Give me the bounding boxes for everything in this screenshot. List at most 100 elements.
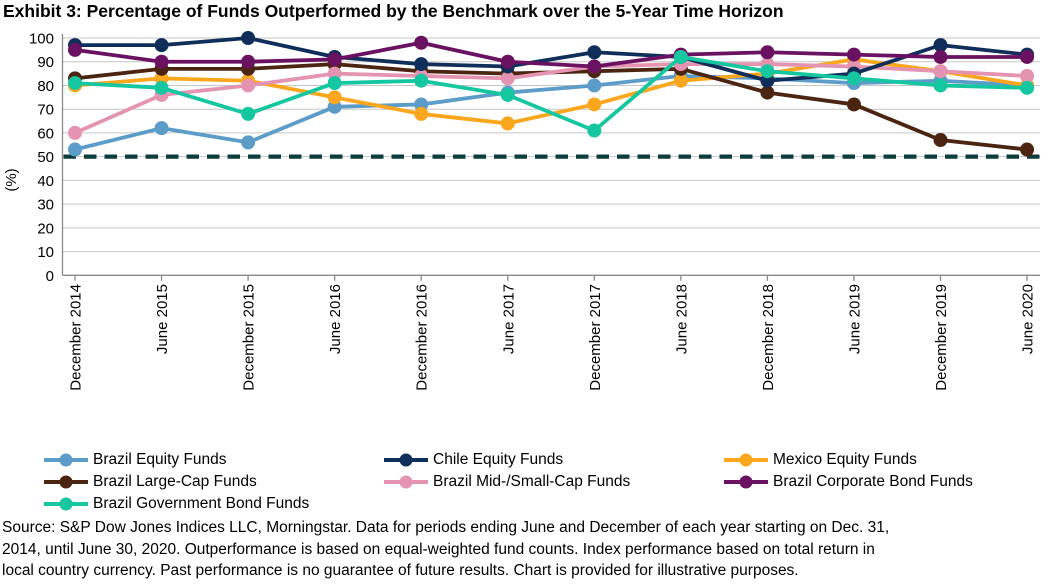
- data-point-brazil-government-bond-funds: [154, 80, 169, 95]
- data-point-brazil-corporate-bond-funds: [760, 45, 775, 60]
- data-point-brazil-government-bond-funds: [846, 71, 861, 86]
- series-line-brazil-government-bond-funds: [73, 55, 1029, 133]
- data-point-brazil-government-bond-funds: [673, 49, 688, 64]
- series-line-chile-equity-funds: [73, 36, 1029, 83]
- y-axis-tick-label: 100: [29, 31, 54, 48]
- y-axis-tick-label: 60: [37, 125, 54, 142]
- data-point-brazil-corporate-bond-funds: [241, 54, 256, 69]
- data-point-brazil-large-cap-funds: [846, 97, 861, 112]
- legend-label: Brazil Mid-/Small-Cap Funds: [433, 473, 631, 490]
- legend-item-mexico-equity-funds: Mexico Equity Funds: [722, 452, 1047, 468]
- legend-item-brazil-large-cap-funds: Brazil Large-Cap Funds: [42, 474, 382, 490]
- data-point-brazil-government-bond-funds: [414, 73, 429, 88]
- y-axis-tick-label: 80: [37, 78, 54, 95]
- legend-item-brazil-government-bond-funds: Brazil Government Bond Funds: [42, 496, 382, 512]
- data-point-mexico-equity-funds: [673, 73, 688, 88]
- x-axis-tick-label: June 2020: [1020, 284, 1037, 354]
- data-point-brazil-government-bond-funds: [933, 78, 948, 93]
- legend-line-marker-icon: [44, 475, 88, 489]
- x-axis-tick-label: December 2018: [760, 284, 777, 391]
- x-axis-tick-label: December 2015: [241, 284, 258, 391]
- series-line-brazil-equity-funds: [73, 74, 1029, 152]
- legend-item-brazil-corporate-bond-funds: Brazil Corporate Bond Funds: [722, 474, 1047, 490]
- data-point-mexico-equity-funds: [327, 90, 342, 105]
- legend-label: Brazil Corporate Bond Funds: [773, 473, 973, 490]
- legend-label: Brazil Equity Funds: [93, 451, 227, 468]
- legend-line-marker-icon: [724, 453, 768, 467]
- chart-canvas: 0 10 20 30 40 50 60 70 80 90 100 (%) December 2014 Ju…: [3, 31, 1040, 391]
- data-point-mexico-equity-funds: [500, 116, 515, 131]
- x-axis-tick-label: December 2016: [414, 284, 431, 391]
- x-axis-tick-label: December 2019: [933, 284, 950, 391]
- data-point-chile-equity-funds: [241, 31, 256, 45]
- data-point-brazil-government-bond-funds: [241, 106, 256, 121]
- y-axis-tick-label: 50: [37, 149, 54, 166]
- legend-line-marker-icon: [44, 453, 88, 467]
- x-axis-tick-label: December 2017: [587, 284, 604, 391]
- data-point-brazil-equity-funds: [241, 135, 256, 150]
- source-line: local country currency. Past performance…: [2, 562, 799, 579]
- y-axis-tick-label: 90: [37, 54, 54, 71]
- legend-line-marker-icon: [384, 453, 428, 467]
- legend-item-chile-equity-funds: Chile Equity Funds: [382, 452, 722, 468]
- data-point-brazil-corporate-bond-funds: [846, 47, 861, 62]
- y-axis-tick-label: 40: [37, 173, 54, 190]
- legend-label: Brazil Government Bond Funds: [93, 495, 310, 512]
- legend-label: Brazil Large-Cap Funds: [93, 473, 257, 490]
- x-axis-tick-label: June 2015: [154, 284, 171, 354]
- data-point-brazil-government-bond-funds: [68, 76, 82, 91]
- data-point-brazil-corporate-bond-funds: [327, 52, 342, 67]
- legend-item-brazil-equity-funds: Brazil Equity Funds: [42, 452, 382, 468]
- data-point-chile-equity-funds: [154, 38, 169, 53]
- data-point-brazil-mid-small-cap-funds: [241, 78, 256, 93]
- series-line-brazil-mid-small-cap-funds: [73, 62, 1029, 135]
- series-line-brazil-corporate-bond-funds: [73, 40, 1029, 69]
- source-note: Source: S&P Dow Jones Indices LLC, Morni…: [2, 517, 1049, 582]
- data-point-mexico-equity-funds: [587, 97, 602, 112]
- data-point-brazil-equity-funds: [154, 121, 169, 136]
- data-point-brazil-government-bond-funds: [500, 87, 515, 102]
- data-point-brazil-government-bond-funds: [1020, 80, 1035, 95]
- legend-label: Mexico Equity Funds: [773, 451, 917, 468]
- data-point-brazil-equity-funds: [587, 78, 602, 93]
- data-point-chile-equity-funds: [587, 45, 602, 60]
- data-point-brazil-equity-funds: [68, 142, 82, 157]
- data-point-brazil-mid-small-cap-funds: [1020, 68, 1035, 83]
- legend-line-marker-icon: [724, 475, 768, 489]
- data-point-brazil-corporate-bond-funds: [68, 42, 82, 57]
- data-point-brazil-corporate-bond-funds: [500, 54, 515, 69]
- data-point-brazil-mid-small-cap-funds: [68, 125, 82, 140]
- source-line: Source: S&P Dow Jones Indices LLC, Morni…: [2, 519, 890, 536]
- data-point-brazil-government-bond-funds: [760, 64, 775, 79]
- data-point-brazil-government-bond-funds: [587, 123, 602, 138]
- legend-line-marker-icon: [384, 475, 428, 489]
- data-point-brazil-corporate-bond-funds: [1020, 49, 1035, 64]
- data-point-chile-equity-funds: [933, 38, 948, 53]
- data-point-chile-equity-funds: [414, 57, 429, 72]
- y-axis-tick-label: 20: [37, 220, 54, 237]
- x-axis-tick-label: June 2016: [327, 284, 344, 354]
- x-axis-tick-label: June 2019: [846, 284, 863, 354]
- data-point-brazil-mid-small-cap-funds: [933, 64, 948, 79]
- chart-legend: Brazil Equity Funds Chile Equity Funds Mex…: [42, 449, 1047, 515]
- y-axis-tick-label: 70: [37, 102, 54, 119]
- data-point-brazil-large-cap-funds: [933, 133, 948, 148]
- x-axis-tick-label: June 2018: [673, 284, 690, 354]
- legend-label: Chile Equity Funds: [433, 451, 564, 468]
- legend-item-brazil-mid-small-cap-funds: Brazil Mid-/Small-Cap Funds: [382, 474, 722, 490]
- data-point-brazil-large-cap-funds: [1020, 142, 1035, 157]
- data-point-brazil-corporate-bond-funds: [154, 54, 169, 69]
- legend-line-marker-icon: [44, 497, 88, 511]
- y-axis-tick-label: 10: [37, 244, 54, 261]
- data-point-brazil-large-cap-funds: [760, 85, 775, 100]
- source-line: 2014, until June 30, 2020. Outperformanc…: [2, 540, 875, 558]
- data-point-brazil-mid-small-cap-funds: [500, 71, 515, 86]
- x-axis-tick-label: June 2017: [500, 284, 517, 354]
- y-axis-tick-label: 0: [46, 268, 54, 285]
- data-point-brazil-government-bond-funds: [327, 76, 342, 91]
- chart-title: Exhibit 3: Percentage of Funds Outperfor…: [3, 1, 784, 21]
- y-axis-title: (%): [3, 168, 20, 191]
- data-point-brazil-corporate-bond-funds: [933, 49, 948, 64]
- data-point-mexico-equity-funds: [414, 106, 429, 121]
- data-point-brazil-corporate-bond-funds: [587, 59, 602, 74]
